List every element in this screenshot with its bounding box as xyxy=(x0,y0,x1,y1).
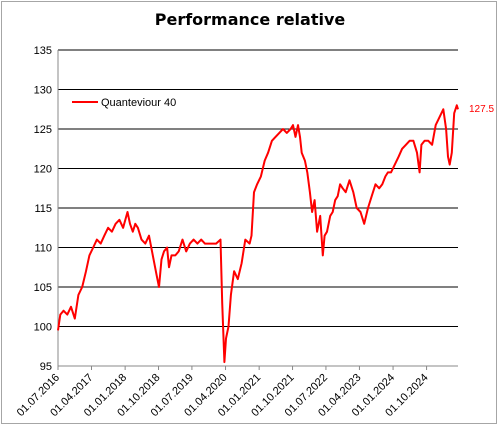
y-tick-label: 135 xyxy=(34,45,52,57)
legend: Quanteviour 40 xyxy=(72,97,176,109)
series-line-quanteviour-40 xyxy=(57,104,459,364)
y-tick-label: 125 xyxy=(34,124,52,136)
y-tick-label: 120 xyxy=(34,164,52,176)
y-tick-label: 110 xyxy=(34,243,52,255)
series-layer xyxy=(57,104,459,364)
legend-label: Quanteviour 40 xyxy=(101,97,176,109)
y-axis-ticks: 135 130 125 120 115 110 105 100 95 xyxy=(34,45,52,373)
chart-title: Performance relative xyxy=(154,10,346,29)
x-axis-ticks: 01.07.201601.04.201701.01.201801.10.2018… xyxy=(15,366,431,419)
y-tick-label: 95 xyxy=(40,361,52,373)
gridlines xyxy=(58,49,458,327)
last-value-label: 127.5 xyxy=(469,104,494,115)
y-tick-label: 105 xyxy=(34,282,52,294)
y-tick-label: 115 xyxy=(34,203,52,215)
y-tick-label: 130 xyxy=(34,85,52,97)
y-tick-label: 100 xyxy=(34,322,52,334)
